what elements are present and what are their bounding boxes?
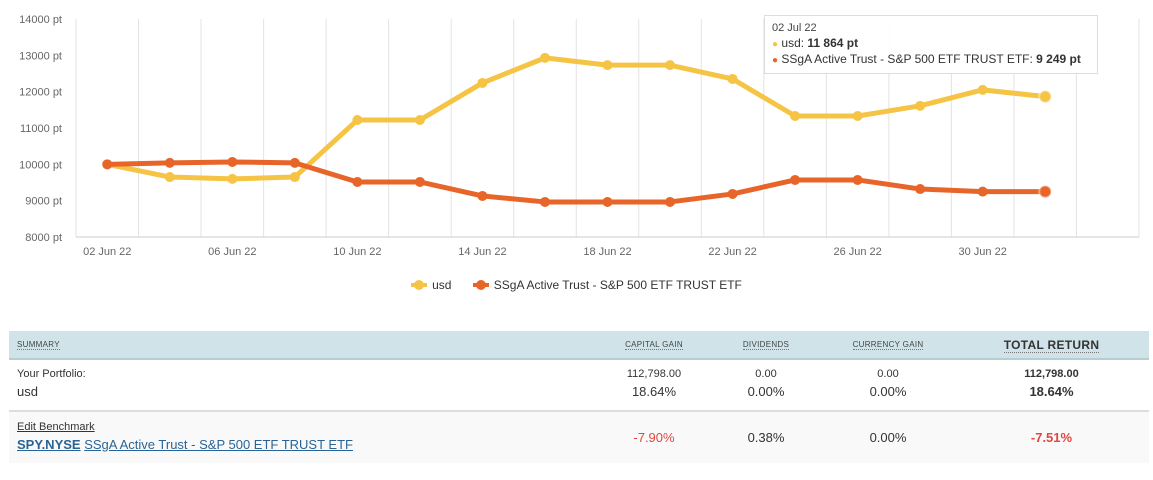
header-total-return: Total Return xyxy=(1003,337,1100,353)
dividends-pct: 0.00% xyxy=(747,384,785,399)
capital-gain-amount: 112,798.00 xyxy=(626,368,682,380)
data-point xyxy=(790,174,801,185)
data-point xyxy=(665,196,676,207)
data-point xyxy=(227,173,238,184)
header-dividends: Dividends xyxy=(742,340,790,350)
tooltip-ssga-value: 9 249 pt xyxy=(1036,52,1081,66)
tooltip-usd-label: usd: xyxy=(781,36,808,50)
data-point xyxy=(727,73,738,84)
ssga-dot-icon: ● xyxy=(772,55,779,66)
benchmark-capital-gain-pct: -7.90% xyxy=(598,411,710,463)
header-summary: Summary xyxy=(17,340,60,350)
x-tick-label: 10 Jun 22 xyxy=(333,246,381,258)
dividends-amount: 0.00 xyxy=(755,368,777,380)
data-point xyxy=(727,188,738,199)
data-point xyxy=(477,77,488,88)
y-tick-label: 10000 pt xyxy=(19,159,62,171)
currency-pct: 0.00% xyxy=(869,384,907,399)
data-point xyxy=(1038,89,1053,104)
data-point xyxy=(414,176,425,187)
total-pct: 18.64% xyxy=(1029,384,1074,399)
y-tick-label: 9000 pt xyxy=(25,196,62,208)
y-tick-label: 14000 pt xyxy=(19,14,62,26)
data-point xyxy=(977,84,988,95)
data-point xyxy=(352,115,363,126)
benchmark-ticker: SPY.NYSE xyxy=(17,436,81,452)
data-point xyxy=(539,196,550,207)
benchmark-total-pct: -7.51% xyxy=(1030,430,1073,445)
data-point xyxy=(414,115,425,126)
header-capital-gain: Capital Gain xyxy=(625,340,683,350)
y-tick-label: 11000 pt xyxy=(20,123,62,135)
x-tick-label: 14 Jun 22 xyxy=(458,246,506,258)
y-tick-label: 8000 pt xyxy=(25,232,62,244)
data-point xyxy=(602,60,613,71)
chart-legend: usd SSgA Active Trust - S&P 500 ETF TRUS… xyxy=(0,276,1153,292)
benchmark-name-link[interactable]: SSgA Active Trust - S&P 500 ETF TRUST ET… xyxy=(84,436,353,452)
total-amount: 112,798.00 xyxy=(1024,368,1079,380)
x-tick-label: 26 Jun 22 xyxy=(833,246,881,258)
legend-ssga-icon xyxy=(472,280,489,290)
header-currency-gain: Currency Gain xyxy=(852,340,924,350)
legend-label: usd xyxy=(432,278,452,292)
chart-tooltip: 02 Jul 22 ● usd: 11 864 pt ● SSgA Active… xyxy=(764,15,1098,74)
summary-header: Summary Capital Gain Dividends Currency … xyxy=(9,331,1149,360)
data-point xyxy=(102,159,113,170)
x-tick-label: 22 Jun 22 xyxy=(708,246,756,258)
data-point xyxy=(915,100,926,111)
data-point xyxy=(289,172,300,183)
benchmark-row: Edit Benchmark SPY.NYSE SSgA Active Trust… xyxy=(9,411,1149,463)
tooltip-usd-value: 11 864 pt xyxy=(807,36,859,50)
performance-chart: 14000 pt 13000 pt 12000 pt 11000 pt 10000 pt… xyxy=(19,14,1140,258)
x-tick-label: 18 Jun 22 xyxy=(583,246,631,258)
portfolio-label: Your Portfolio: xyxy=(17,368,86,380)
x-tick-label: 06 Jun 22 xyxy=(208,246,256,258)
data-point xyxy=(790,111,801,122)
benchmark-currency-pct: 0.00% xyxy=(822,411,954,463)
data-point xyxy=(227,156,238,167)
tooltip-ssga-label: SSgA Active Trust - S&P 500 ETF TRUST ET… xyxy=(781,52,1037,66)
benchmark-ticker-link[interactable]: SPY.NYSE xyxy=(17,437,81,452)
data-point xyxy=(164,157,175,168)
tooltip-date: 02 Jul 22 xyxy=(772,22,817,34)
data-point xyxy=(915,184,926,195)
legend-usd-icon xyxy=(411,280,428,290)
data-point xyxy=(352,176,363,187)
y-tick-label: 13000 pt xyxy=(19,50,62,62)
summary-table: Summary Capital Gain Dividends Currency … xyxy=(9,331,1149,463)
usd-dot-icon: ● xyxy=(772,39,779,50)
data-point xyxy=(164,172,175,183)
y-tick-label: 12000 pt xyxy=(19,87,62,99)
legend-item-ssga[interactable]: SSgA Active Trust - S&P 500 ETF TRUST ET… xyxy=(472,278,742,292)
series-line-0 xyxy=(106,55,1046,182)
data-point xyxy=(852,111,863,122)
benchmark-dividends-pct: 0.38% xyxy=(710,411,822,463)
data-point xyxy=(1038,184,1053,199)
portfolio-row: Your Portfolio: usd 112,798.00 18.64% 0.00… xyxy=(9,359,1149,412)
portfolio-name: usd xyxy=(17,384,38,399)
data-point xyxy=(477,190,488,201)
edit-benchmark-link[interactable]: Edit Benchmark xyxy=(17,420,95,433)
series-line-1 xyxy=(107,159,1046,205)
capital-gain-pct: 18.64% xyxy=(631,384,677,399)
legend-label: SSgA Active Trust - S&P 500 ETF TRUST ET… xyxy=(493,278,742,292)
data-point xyxy=(852,174,863,185)
currency-amount: 0.00 xyxy=(877,368,899,380)
legend-item-usd[interactable]: usd xyxy=(411,278,451,292)
x-tick-label: 30 Jun 22 xyxy=(959,246,1007,258)
data-point xyxy=(289,157,300,168)
data-point xyxy=(539,52,550,63)
data-point xyxy=(665,60,676,71)
data-point xyxy=(977,186,988,197)
data-point xyxy=(602,196,613,207)
x-tick-label: 02 Jun 22 xyxy=(83,246,131,258)
